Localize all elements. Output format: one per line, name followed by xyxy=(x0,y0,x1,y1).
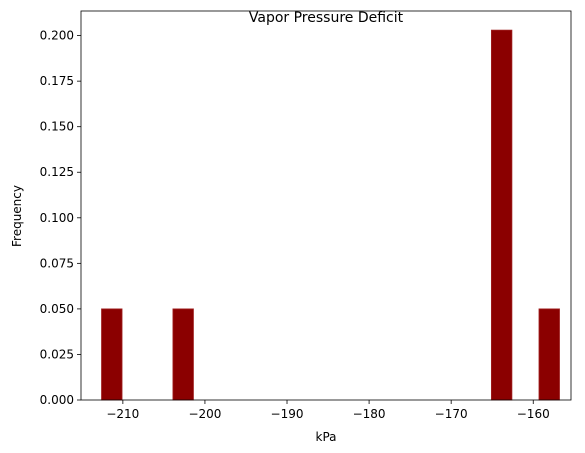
y-tick-label: 0.050 xyxy=(40,302,74,316)
histogram-bar-3 xyxy=(538,308,560,401)
x-tick-label: −170 xyxy=(435,407,468,421)
histogram-bar-0 xyxy=(101,308,123,401)
y-tick-label: 0.075 xyxy=(40,256,74,270)
y-axis-label: Frequency xyxy=(10,185,24,247)
y-tick-label: 0.025 xyxy=(40,347,74,361)
x-tick-label: −160 xyxy=(517,407,550,421)
x-tick-label: −210 xyxy=(106,407,139,421)
plot-frame xyxy=(80,10,572,401)
x-tick-label: −190 xyxy=(271,407,304,421)
chart-title: Vapor Pressure Deficit xyxy=(249,10,404,26)
x-tick-label: −180 xyxy=(353,407,386,421)
y-tick-label: 0.100 xyxy=(40,211,74,225)
bars xyxy=(101,29,560,401)
y-axis: 0.000 0.025 0.050 0.075 0.100 0.125 0.150 0.175… xyxy=(40,29,81,407)
y-tick-label: 0.125 xyxy=(40,165,74,179)
x-axis: −210 −200 −190 −180 −170 −160 xyxy=(106,400,550,421)
y-tick-label: 0.150 xyxy=(40,120,74,134)
y-tick-label: 0.000 xyxy=(40,393,74,407)
histogram-bar-2 xyxy=(490,29,513,401)
x-axis-label: kPa xyxy=(316,430,337,444)
y-tick-label: 0.200 xyxy=(40,29,74,43)
y-tick-label: 0.175 xyxy=(40,74,74,88)
x-tick-label: −200 xyxy=(188,407,221,421)
histogram-bar-1 xyxy=(172,308,194,401)
